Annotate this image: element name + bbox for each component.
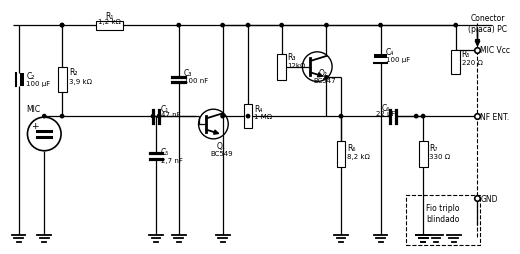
Circle shape [246,115,250,118]
Text: R₅: R₅ [462,50,470,59]
Bar [374,55,387,59]
Circle shape [414,115,418,118]
Bar [336,141,345,167]
Text: R₃: R₃ [288,53,296,62]
Text: R₂: R₂ [69,68,77,77]
Bar [406,196,480,245]
Circle shape [379,24,382,28]
Bar [419,141,427,167]
Text: C₅: C₅ [161,148,170,157]
Text: C₁: C₁ [161,104,169,113]
Bar [451,51,460,74]
Text: Q₁: Q₁ [216,142,225,151]
Text: 100 μF: 100 μF [27,81,51,87]
Bar [20,73,24,87]
Text: C₆: C₆ [381,103,389,112]
Circle shape [60,24,64,28]
Text: GND: GND [480,194,498,203]
Text: BC547: BC547 [314,77,336,83]
Circle shape [421,115,425,118]
Bar [277,55,286,80]
Circle shape [158,115,161,118]
Text: BC549: BC549 [211,150,233,156]
Text: 3,9 kΩ: 3,9 kΩ [69,79,92,85]
Text: 22 μF: 22 μF [376,111,395,117]
Circle shape [280,24,283,28]
Circle shape [177,24,180,28]
Circle shape [221,24,224,28]
Circle shape [221,115,224,118]
Bar [58,67,67,93]
Circle shape [325,76,328,80]
Text: 8,2 kΩ: 8,2 kΩ [347,153,370,159]
Text: Q₂: Q₂ [318,69,327,78]
Circle shape [43,115,46,118]
Circle shape [246,24,250,28]
Circle shape [60,115,64,118]
Text: R₆: R₆ [347,144,356,153]
Circle shape [340,115,343,118]
Circle shape [325,24,328,28]
Text: R₁: R₁ [106,12,114,21]
Text: C₂: C₂ [27,72,35,81]
Text: Conector
(placa) PC: Conector (placa) PC [468,14,507,34]
Text: NF ENT.: NF ENT. [480,112,510,121]
Text: 47 nF: 47 nF [161,112,180,118]
Bar [243,105,253,129]
Text: 2,7 nF: 2,7 nF [161,157,183,163]
Text: C₃: C₃ [184,69,192,78]
Text: 12kΩ: 12kΩ [288,62,306,68]
Circle shape [454,24,458,28]
Bar [96,22,123,30]
Text: R₄: R₄ [254,104,262,113]
Text: 100 nF: 100 nF [184,77,208,83]
Text: 220 Ω: 220 Ω [462,59,483,66]
Text: MIC Vcc: MIC Vcc [480,46,511,55]
Text: 100 μF: 100 μF [385,57,410,62]
Text: R₇: R₇ [429,144,437,153]
Text: +: + [31,121,38,130]
Text: C₄: C₄ [385,48,394,57]
Text: 1 MΩ: 1 MΩ [254,114,272,120]
Text: 330 Ω: 330 Ω [429,153,450,159]
Text: MIC: MIC [27,104,41,113]
Text: 1,2 kΩ: 1,2 kΩ [98,19,121,25]
Circle shape [151,115,155,118]
Text: Fio triplo
blindado: Fio triplo blindado [426,203,460,223]
Circle shape [60,24,64,28]
